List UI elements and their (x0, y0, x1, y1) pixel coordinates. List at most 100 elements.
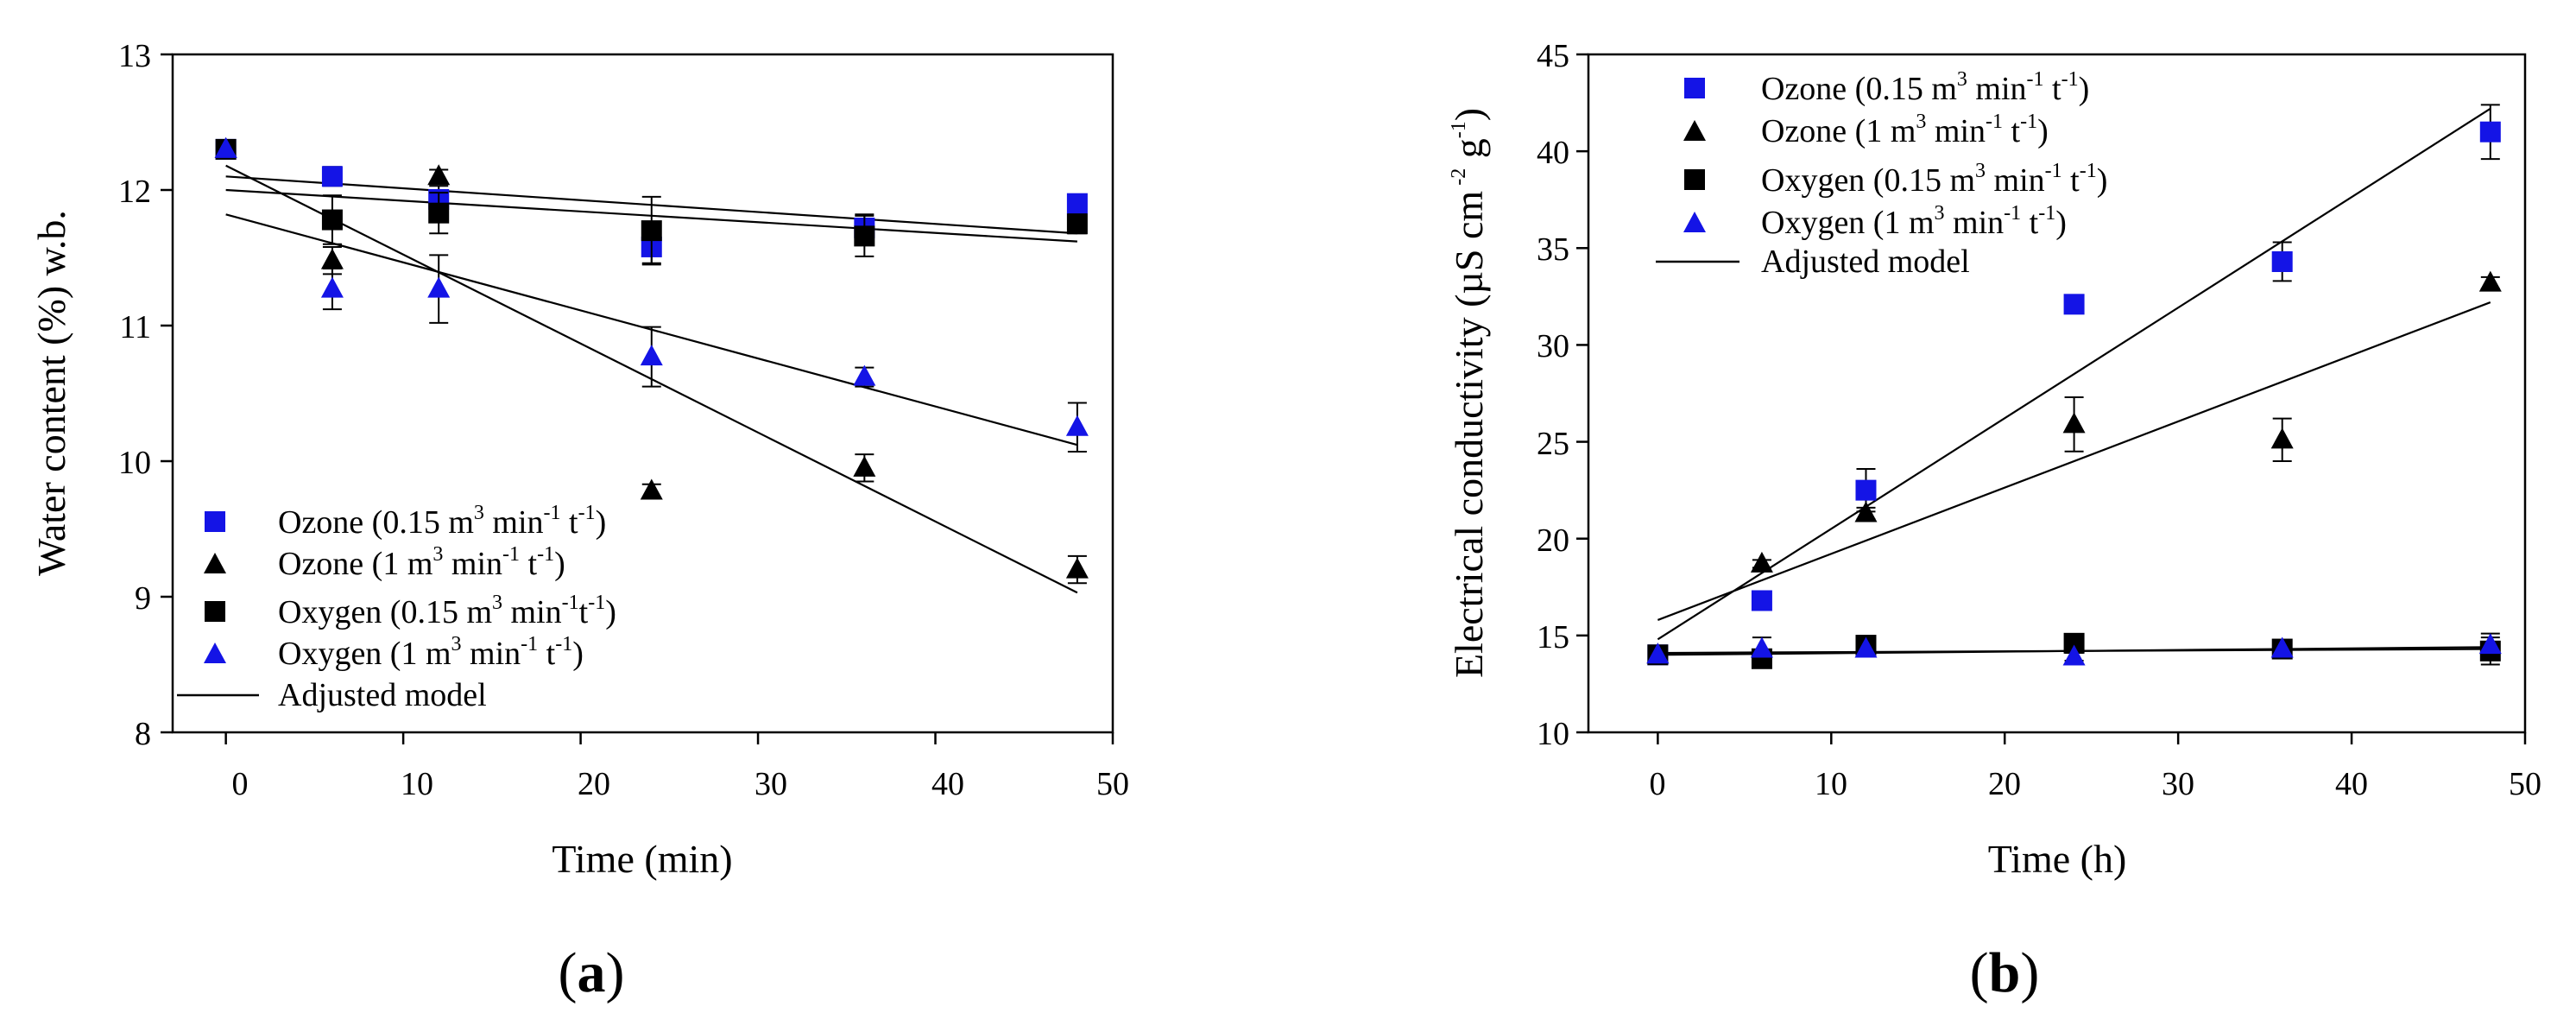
x-tick-label: 20 (578, 766, 610, 802)
legend-label-ozone-1: Ozone (1 m3 min-1 t-1) (1761, 111, 2049, 149)
data-point-triangle (1646, 643, 1670, 664)
data-point-triangle (2062, 644, 2086, 666)
x-axis-label-b: Time (h) (1988, 837, 2127, 881)
y-tick-label: 45 (1537, 38, 1569, 74)
data-point-square (641, 220, 662, 242)
legend-marker-oxygen-015 (1684, 169, 1705, 190)
model-line (1657, 107, 2491, 641)
plot-frame-b (1587, 53, 2527, 734)
x-tick-labels-b: 0 10 20 30 40 50 (1650, 766, 2542, 802)
data-point-triangle (640, 478, 663, 500)
x-tick-label: 40 (931, 766, 964, 802)
legend-label-model: Adjusted model (278, 677, 487, 713)
legend-label-oxygen-015: Oxygen (0.15 m3 min-1 t-1) (1761, 160, 2107, 199)
legend-marker-oxygen-1 (204, 643, 226, 663)
y-tick-label: 30 (1537, 328, 1569, 364)
data-point-triangle (1065, 557, 1089, 579)
data-point-triangle (853, 455, 876, 477)
y-tick-label: 10 (118, 445, 151, 481)
x-tick-label: 30 (2162, 766, 2194, 802)
data-point-triangle (320, 276, 344, 298)
y-tick-label: 11 (119, 309, 151, 345)
x-tick-label: 40 (2335, 766, 2368, 802)
y-axis-label-a: Water content (%) w.b. (29, 210, 73, 576)
data-point-triangle (853, 364, 876, 386)
tick-marks-b (1576, 53, 2527, 744)
data-point-square (2063, 294, 2085, 315)
y-tick-label: 13 (118, 38, 151, 74)
legend-a: Ozone (0.15 m3 min-1 t-1) Ozone (1 m3 mi… (177, 502, 616, 713)
y-tick-label: 40 (1537, 135, 1569, 171)
legend-marker-oxygen-1 (1683, 212, 1706, 232)
x-tick-label: 50 (2509, 766, 2541, 802)
data-point-square (321, 209, 343, 231)
y-tick-label: 10 (1537, 716, 1569, 752)
legend-b: Ozone (0.15 m3 min-1 t-1) Ozone (1 m3 mi… (1656, 68, 2107, 280)
data-point-triangle (1065, 415, 1089, 436)
legend-marker-ozone-1 (1683, 120, 1706, 141)
plot-frame-a (171, 53, 1114, 734)
legend-label-oxygen-1: Oxygen (1 m3 min-1 t-1) (1761, 202, 2067, 241)
data-point-triangle (640, 345, 663, 366)
y-tick-label: 9 (135, 580, 151, 617)
data-point-triangle (1750, 551, 1773, 573)
data-point-triangle (2270, 427, 2294, 449)
data-point-square (428, 202, 450, 224)
data-marks-a (214, 136, 1089, 585)
data-point-triangle (1750, 636, 1773, 658)
data-point-triangle (2478, 633, 2502, 655)
y-tick-label: 25 (1537, 426, 1569, 462)
data-point-square (2271, 250, 2293, 272)
x-tick-labels-a: 0 10 20 30 40 50 (232, 766, 1130, 802)
chart-a: 0 10 20 30 40 50 8 9 10 11 12 13 Time (m… (29, 38, 1129, 1004)
x-tick-label: 20 (1988, 766, 2021, 802)
legend-marker-ozone-1 (204, 553, 226, 573)
data-point-square (854, 225, 875, 247)
data-point-triangle (1854, 636, 1878, 658)
data-point-square (2479, 121, 2501, 142)
data-point-triangle (427, 164, 451, 186)
legend-marker-ozone-015 (1684, 78, 1705, 98)
data-marks-b (1646, 104, 2502, 669)
tick-marks-a (161, 53, 1114, 744)
y-tick-label: 8 (135, 716, 151, 752)
y-axis-label-b: Electrical conductivity (µS cm -2 g-1) (1447, 108, 1491, 678)
legend-label-ozone-015: Ozone (0.15 m3 min-1 t-1) (1761, 68, 2089, 107)
data-point-triangle (214, 136, 237, 158)
data-point-triangle (427, 276, 451, 298)
data-point-square (321, 166, 343, 187)
y-tick-label: 20 (1537, 522, 1569, 559)
data-point-triangle (2270, 636, 2294, 658)
x-tick-label: 30 (754, 766, 787, 802)
data-point-square (1066, 213, 1088, 235)
panel-label-b: (b) (1970, 941, 2040, 1004)
x-tick-label: 50 (1096, 766, 1129, 802)
legend-marker-oxygen-015 (205, 601, 225, 622)
legend-label-ozone-1: Ozone (1 m3 min-1 t-1) (278, 543, 565, 582)
data-point-triangle (1854, 501, 1878, 522)
x-tick-label: 10 (1815, 766, 1847, 802)
data-point-square (1855, 479, 1877, 501)
legend-label-ozone-015: Ozone (0.15 m3 min-1 t-1) (278, 502, 606, 541)
y-tick-label: 15 (1537, 619, 1569, 655)
data-point-triangle (2062, 412, 2086, 434)
data-point-square (1751, 590, 1772, 611)
y-tick-labels-b: 10 15 20 25 30 35 40 45 (1537, 38, 1569, 752)
legend-label-model: Adjusted model (1761, 244, 1970, 280)
x-tick-label: 0 (1650, 766, 1666, 802)
x-tick-label: 0 (232, 766, 249, 802)
x-tick-label: 10 (401, 766, 433, 802)
data-point-triangle (2478, 270, 2502, 292)
y-tick-labels-a: 8 9 10 11 12 13 (118, 38, 151, 752)
panel-label-a: (a) (559, 941, 625, 1004)
chart-b: 0 10 20 30 40 50 10 15 20 25 30 35 40 45… (1447, 38, 2541, 1004)
model-line (1657, 301, 2491, 621)
legend-marker-ozone-015 (205, 511, 225, 532)
legend-label-oxygen-1: Oxygen (1 m3 min-1 t-1) (278, 633, 584, 672)
legend-label-oxygen-015: Oxygen (0.15 m3 min-1t-1) (278, 592, 616, 630)
data-point-triangle (320, 248, 344, 269)
data-point-square (1066, 193, 1088, 214)
y-tick-label: 12 (118, 174, 151, 210)
